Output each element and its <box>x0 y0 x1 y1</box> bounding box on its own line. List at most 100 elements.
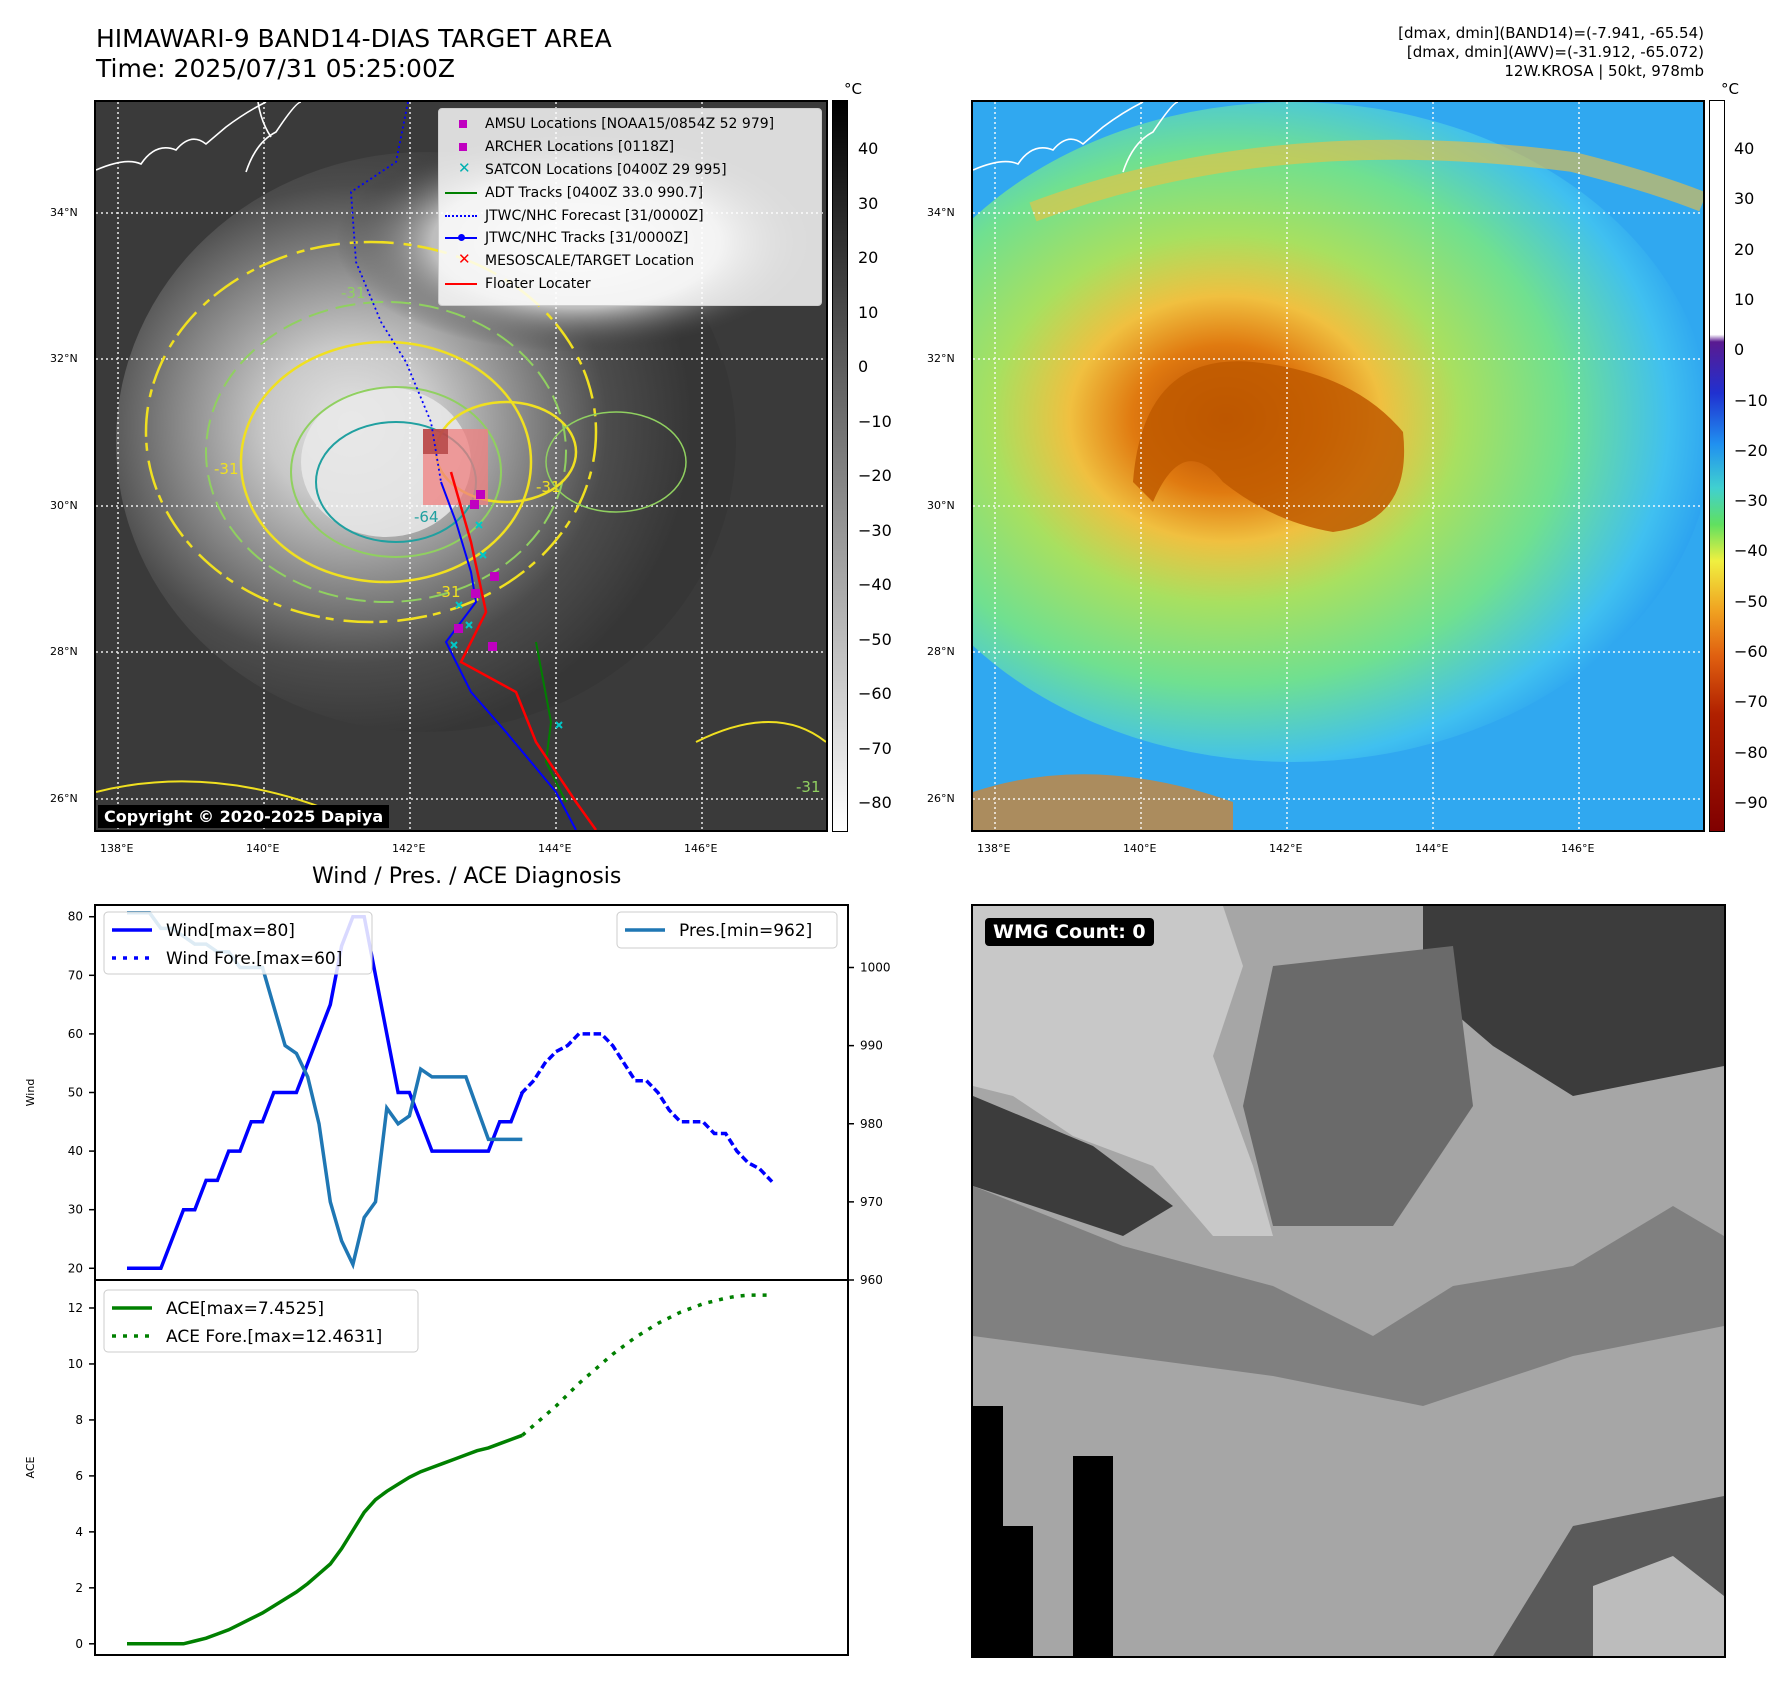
ir-contours <box>96 240 826 818</box>
colorbar-tick-label: −70 <box>858 738 892 758</box>
legend-symbol-line-dot <box>445 231 485 245</box>
wind-tick-label: 20 <box>68 1261 83 1275</box>
legend-entry: ✕ MESOSCALE/TARGET Location <box>445 250 821 273</box>
colorbar-tick-label: −10 <box>858 411 892 431</box>
pressure-tick-label: 960 <box>860 1273 883 1287</box>
pressure-tick-label: 980 <box>860 1117 883 1131</box>
colorbar-tick-label: 30 <box>1734 189 1755 209</box>
legend-label: ARCHER Locations [0118Z] <box>485 139 675 156</box>
copyright-label: Copyright © 2020-2025 Dapiya <box>98 805 390 828</box>
awv-colorbar <box>1709 100 1725 832</box>
awv-gridlines <box>973 102 1703 830</box>
legend-symbol-line <box>445 186 485 200</box>
legend-symbol-x: ✕ <box>458 250 471 269</box>
wind-tick-label: 40 <box>68 1144 83 1158</box>
legend-entry: Floater Locater <box>445 273 821 296</box>
wind-tick-label: 60 <box>68 1027 83 1041</box>
legend-ace-forecast: ACE Fore.[max=12.4631] <box>166 1327 382 1347</box>
ace-tick-label: 8 <box>75 1413 83 1427</box>
legend-wind-forecast: Wind Fore.[max=60] <box>166 949 342 969</box>
colorbar-tick-label: −60 <box>1734 642 1768 662</box>
colorbar-tick-label: −40 <box>1734 541 1768 561</box>
awv-map-panel <box>971 100 1705 832</box>
wind-tick-label: 80 <box>68 910 83 924</box>
legend-entry: ADT Tracks [0400Z 33.0 990.7] <box>445 181 821 204</box>
wind-axis-label: Wind <box>24 1079 37 1107</box>
colorbar-tick-label: −80 <box>1734 742 1768 762</box>
lat-tick-label: 32°N <box>50 352 78 365</box>
legend-label: Floater Locater <box>485 275 591 292</box>
lat-tick-label: 34°N <box>927 206 955 219</box>
diagnosis-chart: 203040506070809609709809901000WindPressu… <box>24 904 891 1656</box>
colorbar-tick-label: −20 <box>1734 440 1768 460</box>
colorbar-tick-label: 20 <box>858 248 879 267</box>
wmg-count-label: WMG Count: 0 <box>985 918 1154 946</box>
awv-colorbar-unit: °C <box>1721 80 1739 98</box>
wind-tick-label: 30 <box>68 1203 83 1217</box>
legend-symbol-line <box>445 277 485 291</box>
legend-label: JTWC/NHC Tracks [31/0000Z] <box>485 230 689 247</box>
wind-tick-label: 70 <box>68 968 83 982</box>
legend-symbol-x: ✕ <box>458 158 471 177</box>
colorbar-tick-label: −60 <box>858 684 892 703</box>
page-time: Time: 2025/07/31 05:25:00Z <box>96 54 455 83</box>
wmg-image <box>973 906 1724 1656</box>
colorbar-tick-label: −70 <box>1734 692 1768 712</box>
floater-locater-track <box>449 471 598 830</box>
lon-tick-label: 140°E <box>1123 842 1157 855</box>
legend-wind: Wind[max=80] <box>166 921 295 941</box>
legend-label: ADT Tracks [0400Z 33.0 990.7] <box>485 184 704 201</box>
ir-legend: AMSU Locations [NOAA15/0854Z 52 979] ARCH… <box>438 108 822 306</box>
awv-south-band <box>973 774 1233 830</box>
lon-tick-label: 144°E <box>1415 842 1449 855</box>
colorbar-tick-label: −20 <box>858 466 892 485</box>
legend-pressure: Pres.[min=962] <box>679 921 812 941</box>
lon-tick-label: 144°E <box>538 842 572 855</box>
legend-label: MESOSCALE/TARGET Location <box>485 253 695 270</box>
lat-tick-label: 26°N <box>50 792 78 805</box>
jtwc-best-track <box>440 481 577 830</box>
awv-dry-core <box>1133 361 1405 532</box>
ace-tick-label: 6 <box>75 1469 83 1483</box>
legend-label: SATCON Locations [0400Z 29 995] <box>485 161 727 178</box>
dmax-band14: [dmax, dmin](BAND14)=(-7.941, -65.54) <box>1398 24 1704 42</box>
legend-entry: ARCHER Locations [0118Z] <box>445 136 821 159</box>
lat-tick-label: 32°N <box>927 352 955 365</box>
contour-label-31a: -31 <box>214 460 239 478</box>
legend-symbol-square <box>445 117 485 131</box>
ace-tick-label: 10 <box>68 1357 83 1371</box>
colorbar-tick-label: −80 <box>858 793 892 812</box>
wmg-mid-zone <box>1243 946 1473 1226</box>
colorbar-tick-label: −40 <box>858 575 892 594</box>
ace-frame <box>94 1279 849 1656</box>
adt-track <box>535 641 567 803</box>
ace-axis-label: ACE <box>24 1456 37 1478</box>
legend-entry: ✕ SATCON Locations [0400Z 29 995] <box>445 159 821 182</box>
legend-entry: JTWC/NHC Forecast [31/0000Z] <box>445 204 821 227</box>
colorbar-tick-label: −30 <box>858 520 892 540</box>
colorbar-tick-label: 40 <box>1734 139 1755 158</box>
ace-tick-label: 2 <box>75 1581 83 1595</box>
colorbar-tick-label: 30 <box>858 193 879 213</box>
legend-ace: ACE[max=7.4525] <box>166 1299 324 1319</box>
colorbar-tick-label: 10 <box>858 302 879 322</box>
legend-symbol-dotted <box>445 209 485 223</box>
wmg-dark-zone-north <box>1223 906 1724 1096</box>
lat-tick-label: 28°N <box>927 645 955 658</box>
lon-tick-label: 142°E <box>392 842 426 855</box>
wind-tick-label: 50 <box>68 1086 83 1100</box>
colorbar-tick-label: 10 <box>1734 289 1755 309</box>
lat-tick-label: 30°N <box>50 499 78 512</box>
colorbar-tick-label: 40 <box>858 139 879 158</box>
page-title: HIMAWARI-9 BAND14-DIAS TARGET AREA <box>96 24 612 53</box>
storm-info: 12W.KROSA | 50kt, 978mb <box>1504 62 1704 80</box>
series-line-0 <box>127 914 524 1271</box>
series-line-1 <box>519 1032 774 1183</box>
awv-map <box>973 102 1703 830</box>
wmg-light-zone-se <box>1593 1556 1724 1656</box>
lon-tick-label: 142°E <box>1269 842 1303 855</box>
colorbar-tick-label: −50 <box>858 629 892 649</box>
ace-tick-label: 12 <box>68 1301 83 1315</box>
ir-colorbar <box>832 100 848 832</box>
lat-tick-label: 34°N <box>50 206 78 219</box>
